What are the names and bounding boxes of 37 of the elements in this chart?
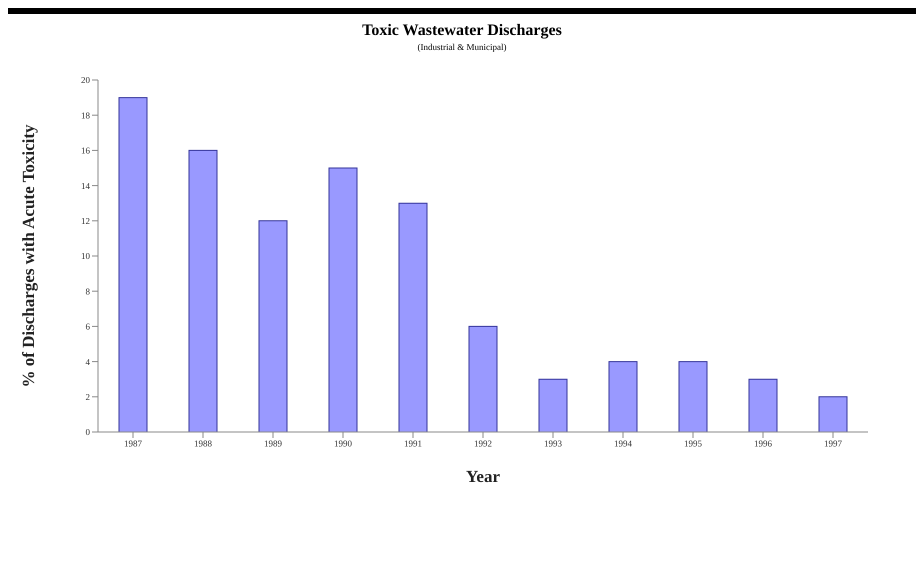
bar (678, 361, 708, 432)
bar (258, 220, 288, 432)
y-tick-label: 6 (86, 322, 90, 332)
bar (118, 97, 148, 432)
x-tick-label: 1994 (614, 438, 632, 448)
x-tick-label: 1987 (124, 438, 142, 448)
bar (188, 150, 218, 432)
x-axis-title: Year (466, 467, 500, 486)
y-tick-label: 4 (86, 356, 90, 367)
bar (328, 168, 358, 432)
y-tick-label: 2 (86, 392, 90, 402)
bar (818, 396, 848, 432)
x-tick-label: 1993 (544, 438, 562, 448)
bar (538, 378, 568, 432)
bar (608, 361, 638, 432)
x-tick-label: 1992 (474, 438, 492, 448)
chart-title: Toxic Wastewater Discharges (361, 22, 563, 40)
x-tick-label: 1990 (334, 438, 352, 448)
y-tick-label: 20 (81, 75, 90, 86)
x-tick-label: 1988 (194, 438, 212, 448)
chart-subtitle: (Industrial & Municipal) (416, 42, 508, 52)
y-tick-label: 18 (81, 110, 90, 120)
y-axis-title: % of Discharges with Acute Toxicity (19, 124, 38, 388)
x-tick-label: 1989 (264, 438, 282, 448)
bar (398, 202, 428, 432)
bar (748, 378, 778, 432)
y-tick-label: 8 (86, 286, 90, 296)
y-tick-label: 10 (81, 251, 90, 262)
y-tick-label: 0 (86, 427, 90, 438)
bar (468, 326, 498, 432)
y-tick-label: 14 (81, 180, 90, 191)
x-tick-label: 1996 (754, 438, 772, 448)
x-tick-label: 1997 (824, 438, 842, 448)
y-tick-label: 12 (81, 216, 90, 226)
x-tick-label: 1991 (404, 438, 422, 448)
x-tick-label: 1995 (684, 438, 702, 448)
y-tick-label: 16 (81, 146, 90, 156)
